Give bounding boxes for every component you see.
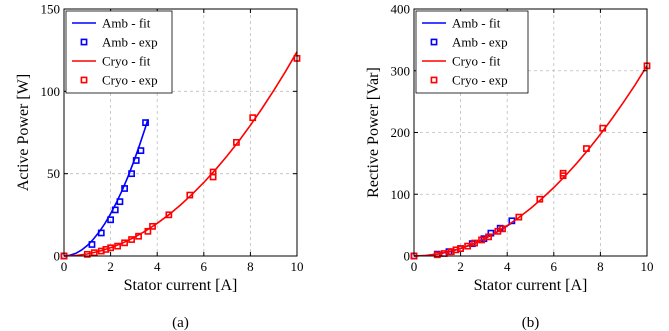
- data-point: [83, 250, 91, 258]
- x-axis-label: Stator current [A]: [474, 277, 588, 294]
- x-axis-label: Stator current [A]: [124, 277, 238, 294]
- data-point: [142, 119, 149, 127]
- x-tick-label: 8: [597, 259, 604, 274]
- x-tick-label: 0: [61, 259, 68, 274]
- data-point: [209, 168, 217, 176]
- legend-label: Amb - fit: [452, 16, 501, 31]
- data-point: [485, 233, 492, 241]
- data-point: [515, 213, 523, 221]
- data-point: [107, 244, 114, 252]
- data-point: [137, 147, 145, 155]
- data-point: [107, 216, 114, 224]
- legend-marker-swatch: [430, 38, 438, 46]
- legend: Amb - fit Amb - exp Cryo - fit Cryo - exp: [415, 10, 529, 94]
- data-point: [121, 185, 128, 192]
- y-tick-label: 0: [54, 249, 61, 264]
- data-point: [111, 206, 119, 214]
- legend-label: Cryo - exp: [452, 73, 508, 88]
- data-point: [499, 225, 506, 233]
- panel-caption: (b): [522, 315, 540, 331]
- data-point: [97, 229, 105, 237]
- y-tick-label: 100: [391, 187, 411, 202]
- x-tick-label: 4: [154, 259, 161, 274]
- series-line-1-2: [413, 65, 648, 257]
- x-tick-label: 2: [457, 259, 464, 274]
- data-point: [583, 145, 590, 152]
- legend-marker-swatch: [80, 76, 88, 84]
- data-point: [116, 198, 124, 206]
- data-point: [457, 245, 464, 252]
- axes-frame: [63, 8, 298, 257]
- data-point: [121, 239, 128, 247]
- legend-label: Amb - fit: [102, 16, 151, 31]
- legend-box: [65, 10, 173, 94]
- x-tick-label: 6: [201, 259, 208, 274]
- data-point: [186, 191, 194, 199]
- data-point: [536, 195, 544, 203]
- y-tick-label: 100: [41, 84, 61, 99]
- x-tick-label: 8: [247, 259, 254, 274]
- y-tick-label: 400: [391, 2, 411, 17]
- data-point: [559, 169, 567, 177]
- data-point: [90, 249, 98, 257]
- data-point: [135, 232, 142, 240]
- y-axis-label: Active Power [W]: [15, 74, 32, 191]
- x-tick-label: 10: [291, 259, 304, 274]
- y-tick-label: 0: [404, 249, 411, 264]
- legend-label: Cryo - fit: [452, 54, 501, 69]
- legend-label: Cryo - fit: [102, 54, 151, 69]
- y-tick-label: 50: [47, 166, 60, 181]
- y-axis-label: Rective Power [Var]: [365, 67, 382, 198]
- legend-label: Cryo - exp: [102, 73, 158, 88]
- data-point: [433, 251, 441, 259]
- data-point: [132, 157, 140, 164]
- data-point: [128, 170, 135, 178]
- legend-label: Amb - exp: [102, 35, 158, 50]
- legend: Amb - fit Amb - exp Cryo - fit Cryo - exp: [65, 10, 173, 94]
- x-tick-label: 10: [641, 259, 654, 274]
- x-tick-label: 6: [551, 259, 558, 274]
- legend-marker-swatch: [80, 38, 88, 46]
- data-point: [149, 222, 156, 230]
- y-tick-label: 300: [391, 63, 411, 78]
- data-point: [144, 227, 152, 235]
- data-point: [249, 114, 257, 122]
- data-point: [128, 236, 135, 243]
- data-point: [88, 241, 96, 248]
- data-point: [114, 242, 121, 250]
- y-tick-label: 150: [41, 2, 61, 17]
- y-tick-label: 200: [391, 125, 411, 140]
- panel-caption: (a): [172, 315, 189, 331]
- data-point: [464, 242, 471, 250]
- x-tick-label: 2: [107, 259, 114, 274]
- x-tick-label: 0: [411, 259, 418, 274]
- data-point: [233, 138, 240, 146]
- data-point: [599, 124, 607, 132]
- data-point: [471, 239, 478, 247]
- legend-label: Amb - exp: [452, 35, 508, 50]
- legend-box: [415, 10, 529, 94]
- x-tick-label: 4: [504, 259, 511, 274]
- data-point: [478, 236, 485, 244]
- data-point: [165, 211, 173, 219]
- data-point: [440, 250, 448, 257]
- legend-marker-swatch: [430, 76, 438, 84]
